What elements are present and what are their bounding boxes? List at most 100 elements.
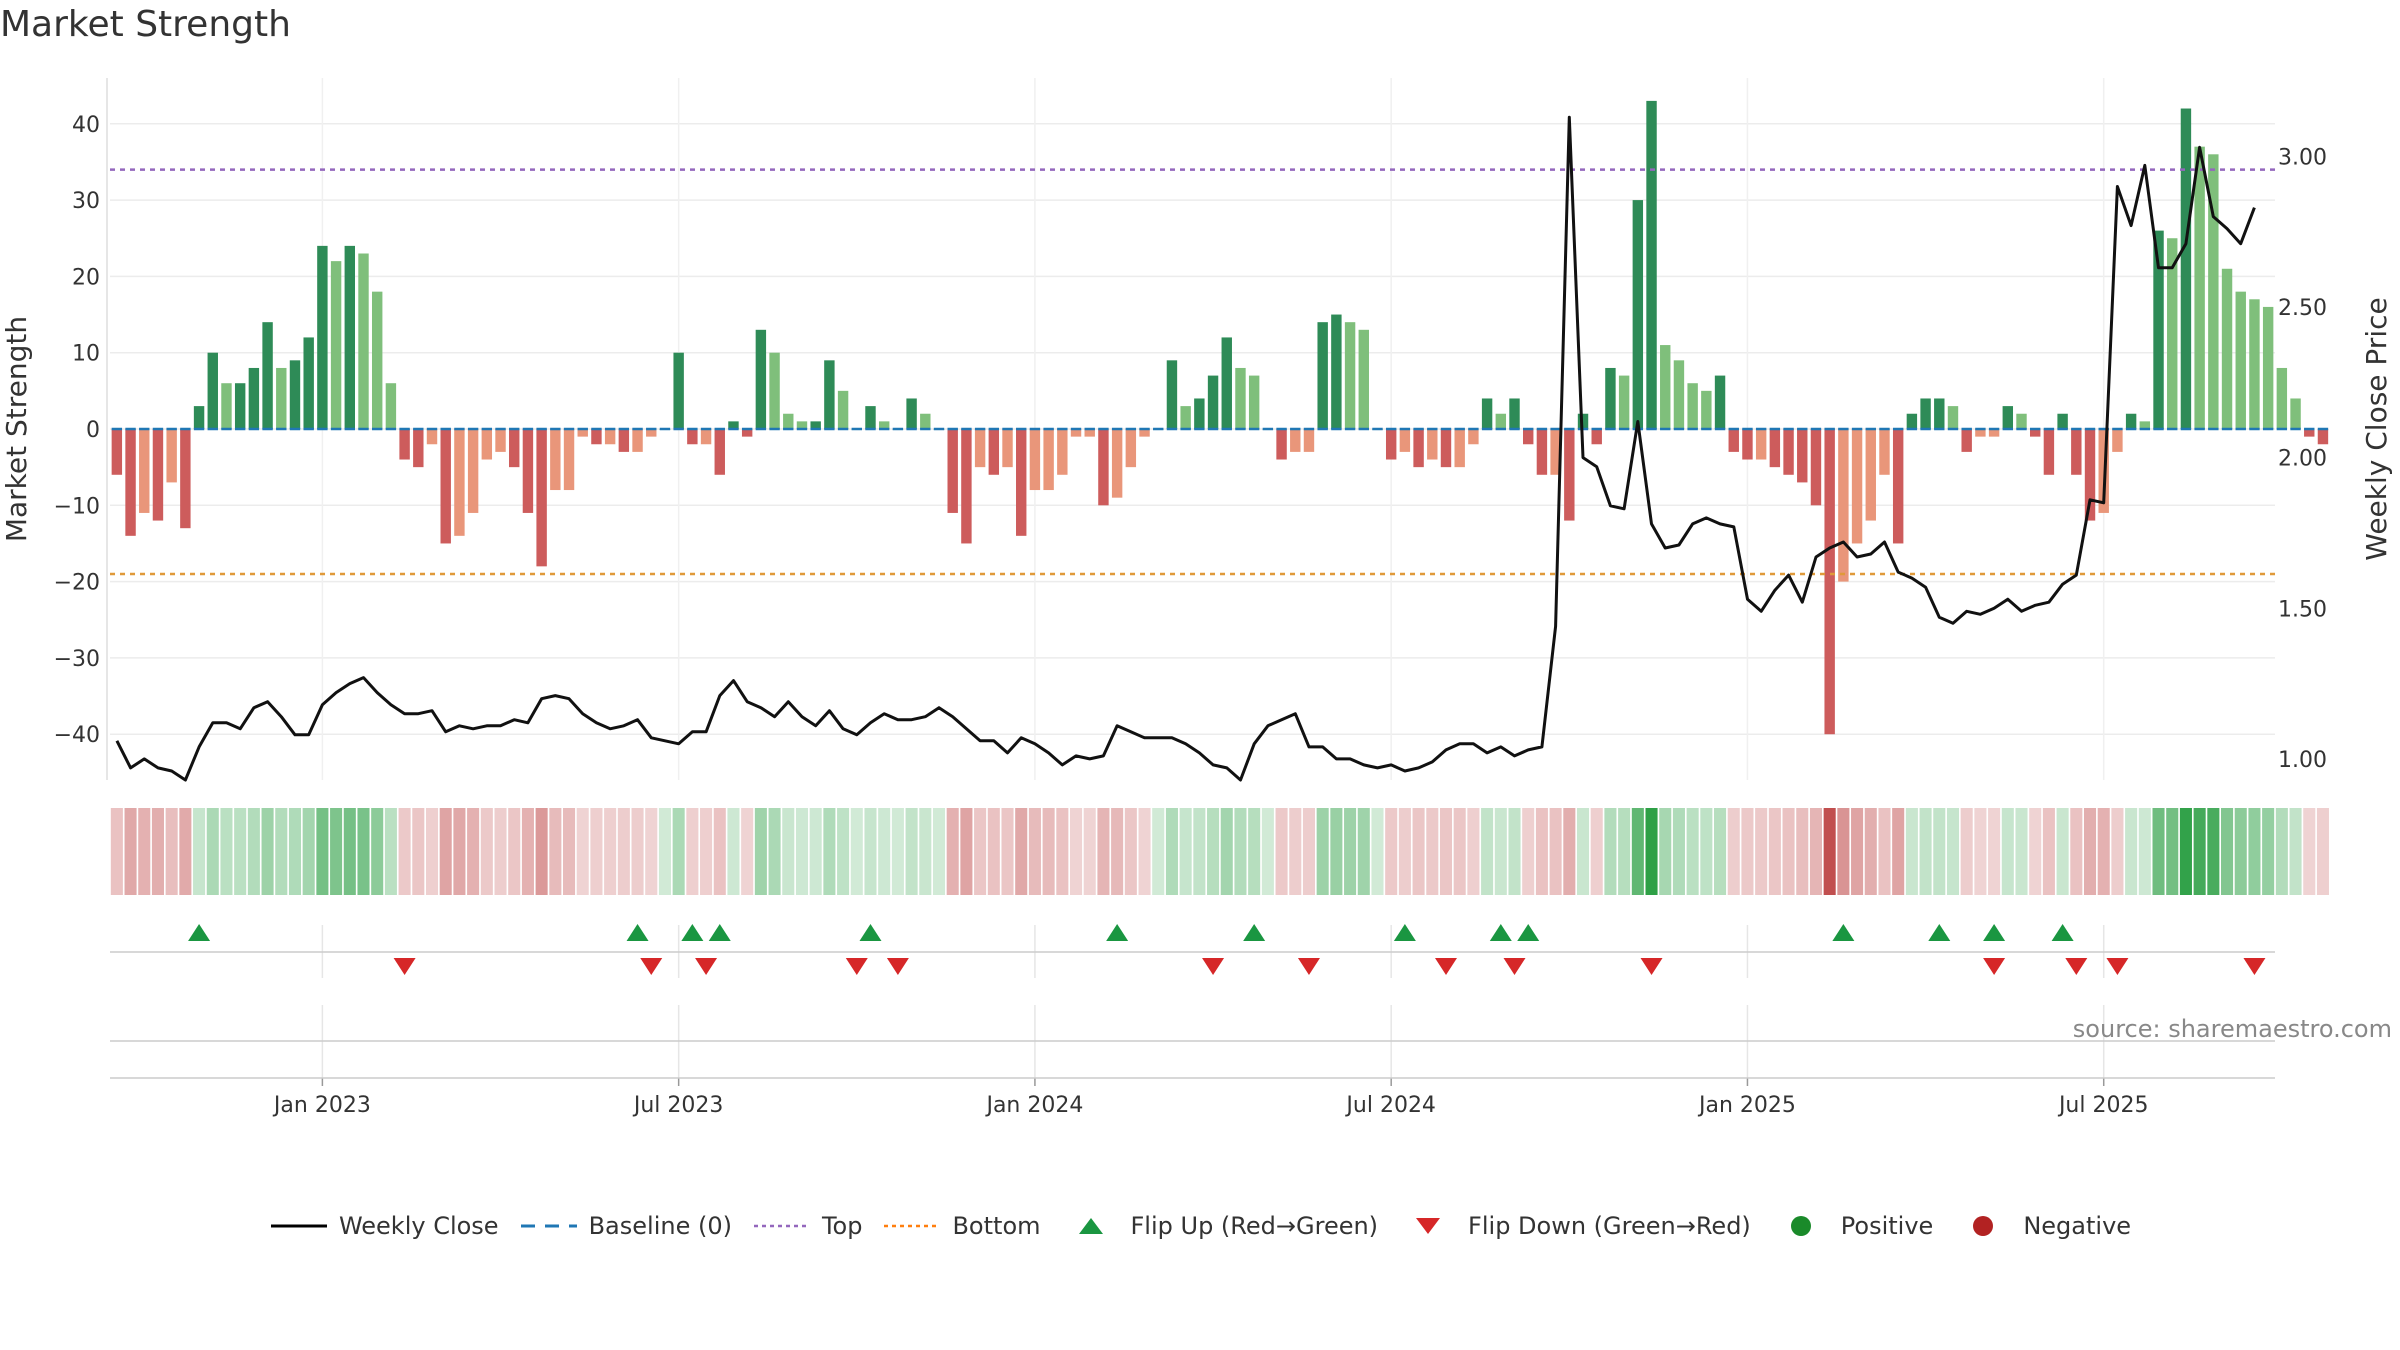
heatmap-cell bbox=[193, 808, 206, 895]
heatmap-cell bbox=[2221, 808, 2234, 895]
heatmap-cell bbox=[1988, 808, 2001, 895]
strength-bar bbox=[1605, 367, 1616, 429]
strength-bar bbox=[1550, 429, 1561, 475]
strength-bar bbox=[1399, 429, 1411, 452]
y-tick-label-left: −40 bbox=[54, 723, 100, 748]
heatmap-cell bbox=[2029, 808, 2042, 895]
legend-triangle-up-swatch bbox=[1078, 1217, 1103, 1234]
heatmap-cell bbox=[1207, 808, 1220, 895]
heatmap-cell bbox=[1371, 808, 1384, 895]
strength-bar bbox=[1098, 429, 1109, 506]
strength-bar bbox=[2029, 429, 2041, 437]
legend-item: Flip Down (Green→Red) bbox=[1398, 1211, 1751, 1240]
legend-swatch bbox=[1973, 1215, 1994, 1236]
strength-bar bbox=[1358, 329, 1369, 429]
heatmap-cell bbox=[672, 808, 685, 895]
axes: 40 30 20 10 0 −10 −20 −30 −40 3.00 2.50 2.00 1.50 1.0… bbox=[0, 113, 2393, 1118]
strength-bar bbox=[125, 429, 136, 536]
heatmap-cell bbox=[576, 808, 589, 895]
strength-bar bbox=[2262, 306, 2274, 429]
heatmap-cell bbox=[1686, 808, 1699, 895]
strength-bar bbox=[1646, 100, 1657, 430]
strength-bar bbox=[1111, 429, 1123, 498]
legend-label: Top bbox=[821, 1211, 863, 1240]
strength-bar bbox=[563, 429, 575, 491]
y-tick-label-left: 0 bbox=[86, 418, 100, 443]
heatmap-cell bbox=[453, 808, 466, 895]
strength-bar bbox=[1481, 398, 1493, 429]
heatmap-cell bbox=[1809, 808, 1822, 895]
heatmap-cell bbox=[686, 808, 699, 895]
heatmap-cell bbox=[1138, 808, 1151, 895]
legend-label: Bottom bbox=[952, 1211, 1041, 1240]
strength-bar bbox=[1276, 429, 1287, 460]
heatmap-cell bbox=[1426, 808, 1439, 895]
strength-bar bbox=[2153, 230, 2164, 429]
heatmap-cell bbox=[2001, 808, 2014, 895]
heatmap-cell bbox=[645, 808, 658, 895]
heatmap-cell bbox=[480, 808, 493, 895]
heatmap-cell bbox=[549, 808, 562, 895]
strength-bar bbox=[673, 352, 684, 429]
heatmap-cell bbox=[535, 808, 548, 895]
heatmap-cell bbox=[878, 808, 891, 895]
legend-label: Negative bbox=[2023, 1211, 2132, 1240]
legend-swatch bbox=[1078, 1217, 1103, 1234]
heatmap-cell bbox=[124, 808, 137, 895]
legend-swatch bbox=[753, 1224, 810, 1227]
legend-swatch bbox=[1416, 1217, 1441, 1234]
flip-down-marker bbox=[886, 958, 909, 975]
strength-bar bbox=[440, 429, 451, 544]
y-axis-title-left: Market Strength bbox=[0, 316, 33, 542]
heatmap-cell bbox=[1165, 808, 1178, 895]
heatmap-cell bbox=[1645, 808, 1658, 895]
heatmap-cell bbox=[1604, 808, 1617, 895]
heatmap-cell bbox=[1467, 808, 1480, 895]
strength-bar bbox=[1865, 429, 1876, 521]
heatmap-cell bbox=[110, 808, 123, 895]
strength-bar bbox=[1495, 413, 1507, 429]
heatmap-cell bbox=[809, 808, 822, 895]
strength-bar bbox=[700, 429, 712, 445]
heatmap-cell bbox=[521, 808, 534, 895]
strength-bar bbox=[1687, 383, 1698, 429]
flip-down-marker bbox=[2065, 958, 2088, 975]
strength-bar bbox=[2208, 154, 2219, 429]
heatmap-cell bbox=[371, 808, 384, 895]
strength-bar bbox=[1016, 429, 1027, 536]
flip-up-marker bbox=[2051, 924, 2074, 941]
heatmap-cell bbox=[1672, 808, 1685, 895]
strength-bar bbox=[1523, 429, 1534, 445]
heatmap-cell bbox=[1412, 808, 1425, 895]
heatmap-cell bbox=[891, 808, 904, 895]
heatmap-cell bbox=[713, 808, 726, 895]
strength-bar bbox=[906, 398, 917, 429]
flip-up-marker bbox=[859, 924, 882, 941]
flip-down-marker bbox=[2243, 958, 2266, 975]
reference-lines bbox=[110, 168, 2275, 576]
strength-bar bbox=[2221, 268, 2233, 429]
heatmap-cell bbox=[467, 808, 480, 895]
heatmap-cell bbox=[1015, 808, 1028, 895]
legend-triangle-down-swatch bbox=[1416, 1217, 1441, 1234]
heatmap-cell bbox=[864, 808, 877, 895]
strength-bar bbox=[481, 429, 493, 460]
strength-bar bbox=[1934, 398, 1945, 429]
grid bbox=[106, 78, 2275, 1078]
flip-up-marker bbox=[1393, 924, 1416, 941]
flip-up-marker bbox=[1106, 924, 1129, 941]
heatmap-cell bbox=[1727, 808, 1740, 895]
legend-item: Weekly Close bbox=[269, 1211, 499, 1240]
heatmap-cell bbox=[1316, 808, 1329, 895]
strength-bar bbox=[1180, 406, 1191, 429]
heatmap-cell bbox=[138, 808, 151, 895]
strength-bar bbox=[1892, 429, 1904, 544]
heatmap-cell bbox=[1248, 808, 1261, 895]
strength-bar bbox=[180, 429, 191, 529]
heatmap-cell bbox=[1878, 808, 1891, 895]
strength-bar bbox=[385, 383, 397, 429]
strength-bar bbox=[2304, 429, 2315, 437]
flip-up-marker bbox=[681, 924, 704, 941]
heatmap-cell bbox=[2070, 808, 2083, 895]
strength-bar bbox=[2194, 146, 2205, 429]
